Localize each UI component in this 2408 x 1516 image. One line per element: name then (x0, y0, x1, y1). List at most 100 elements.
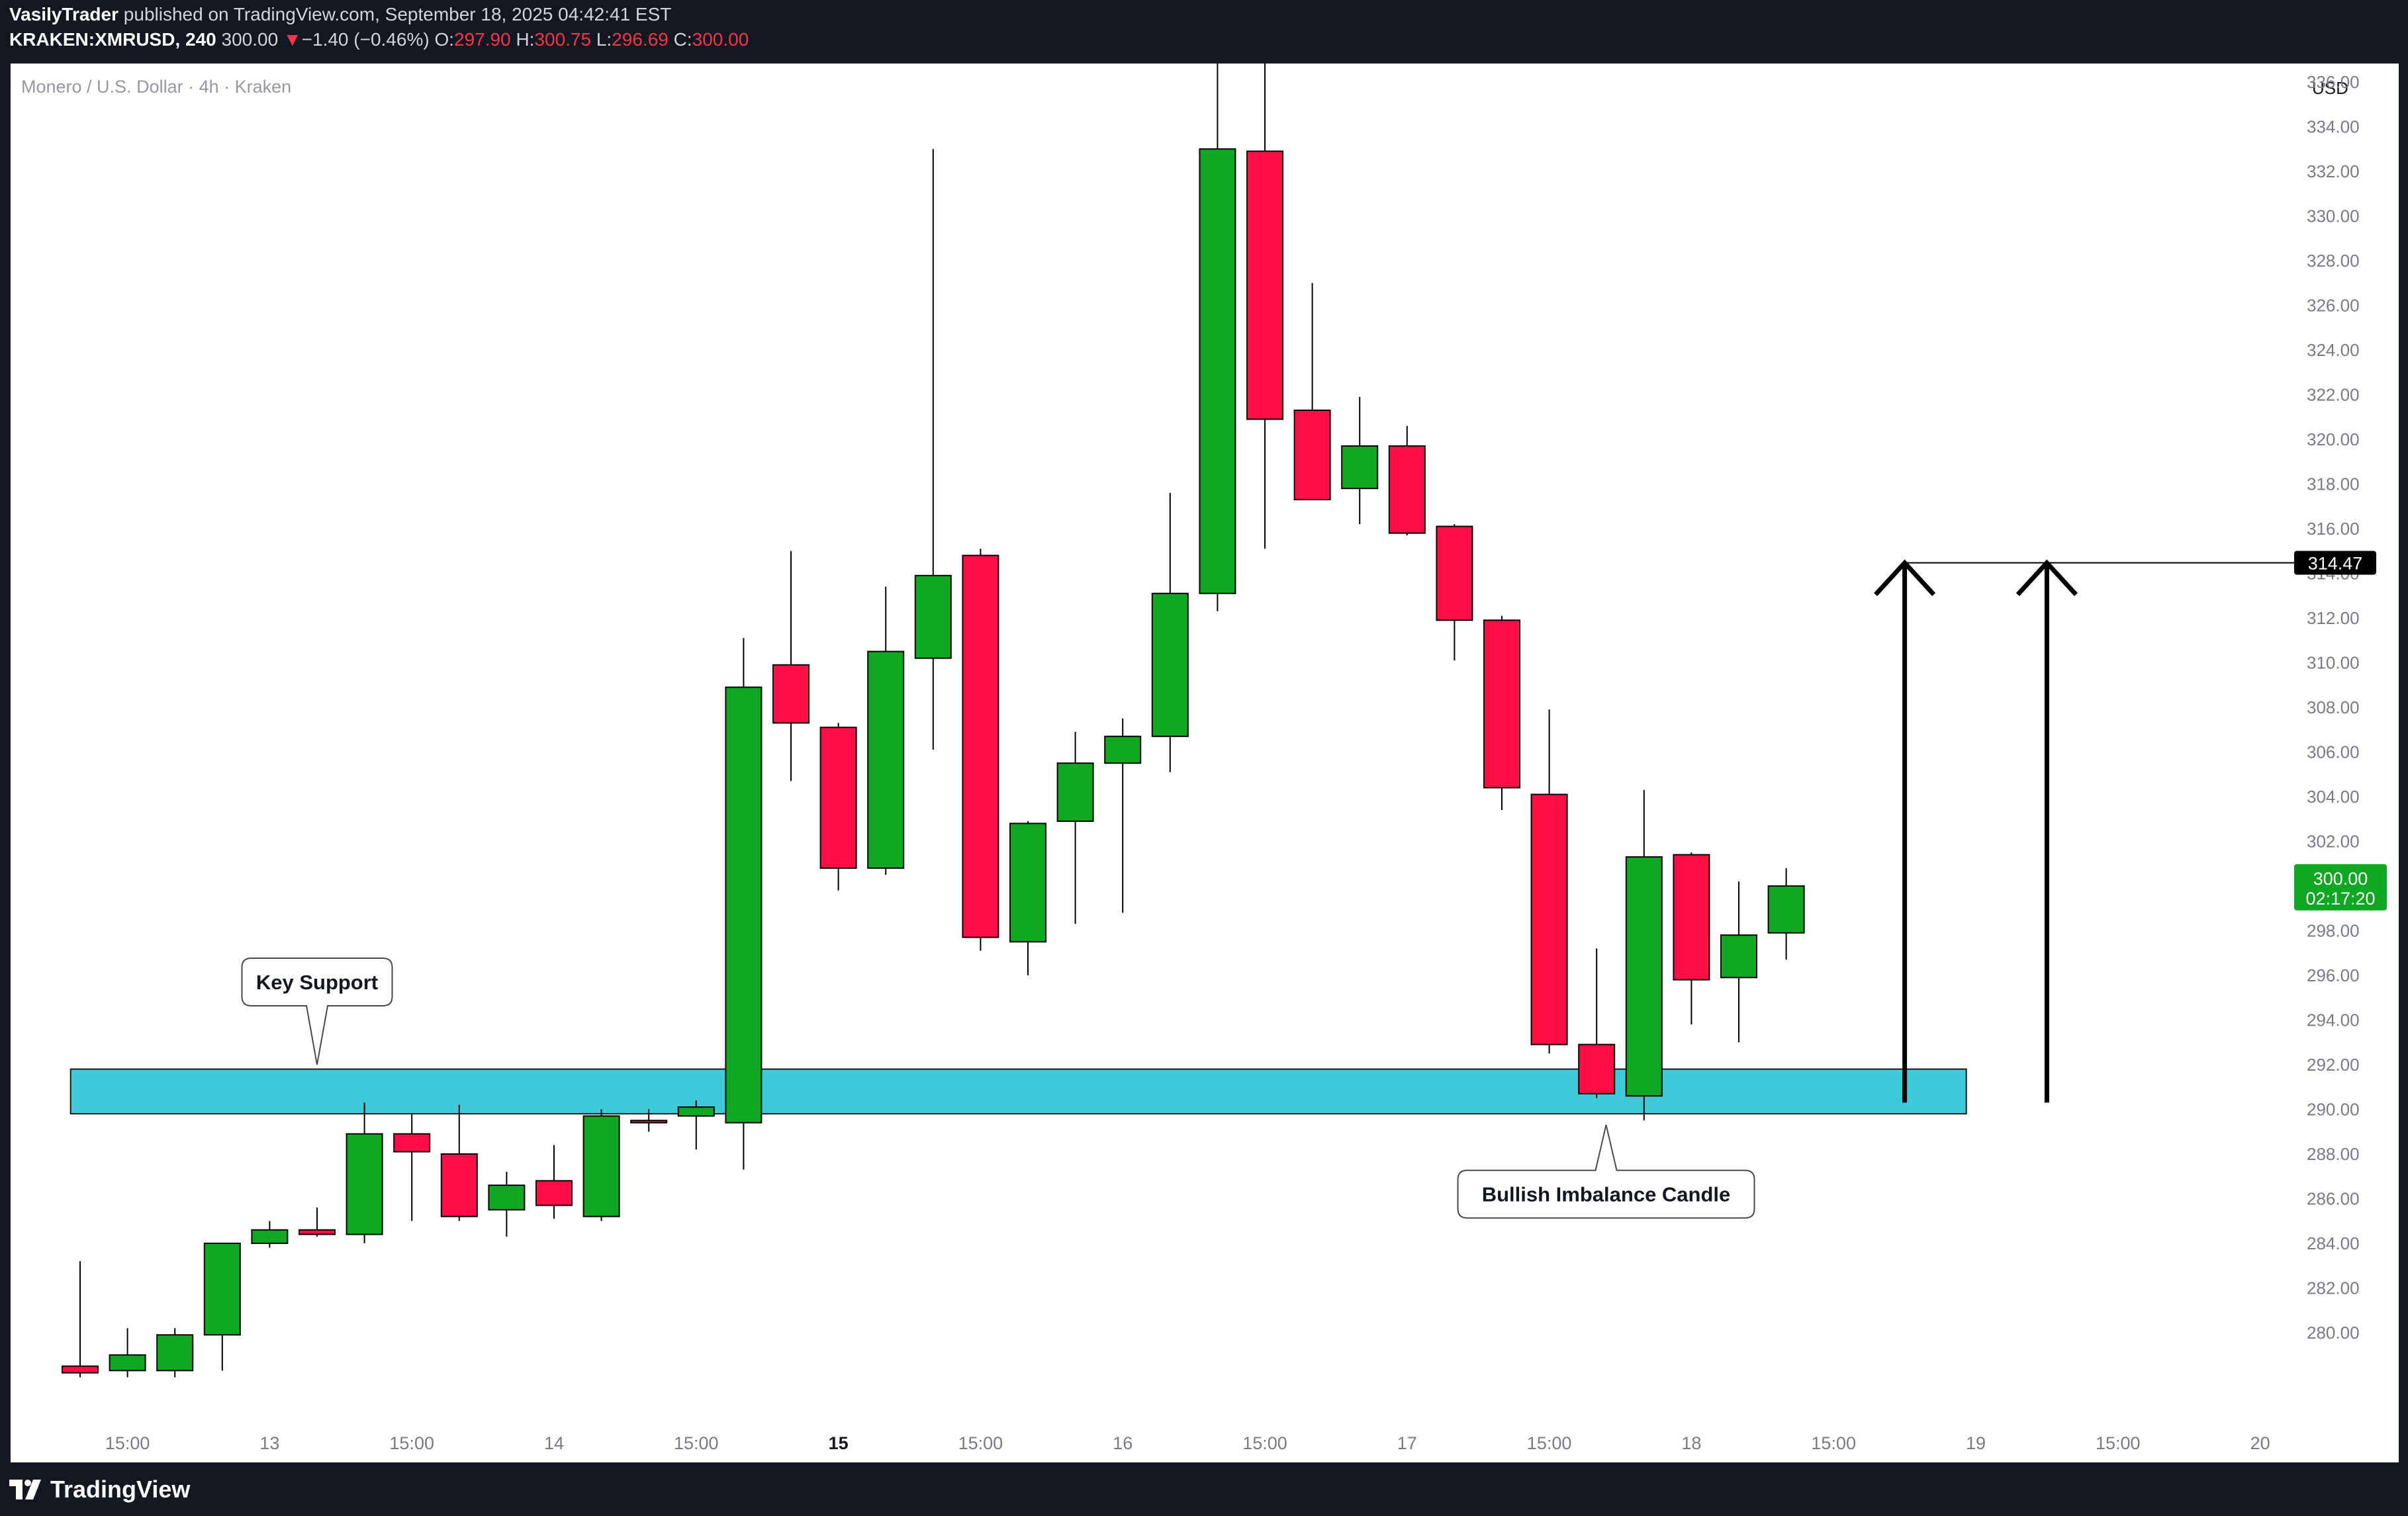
candle-body (582, 1115, 620, 1218)
x-tick-label: 13 (259, 1433, 279, 1453)
x-axis[interactable]: 15:00 13 15:00 14 15:00 15 15:00 16 15:00 17 15:00… (105, 1433, 2270, 1453)
candle[interactable] (1009, 821, 1046, 975)
annotation-callout[interactable]: Key Support (241, 958, 393, 1065)
publish-info: VasilyTrader published on TradingView.co… (9, 4, 671, 25)
candle[interactable] (488, 1171, 526, 1237)
callout-box (241, 958, 393, 1065)
candle[interactable] (346, 1102, 383, 1243)
bar-countdown: 02:17:20 (2305, 889, 2375, 909)
candle[interactable] (1056, 732, 1094, 924)
candle[interactable] (299, 1207, 336, 1237)
ohlc-line: KRAKEN:XMRUSD, 240 300.00 ▼−1.40 (−0.46%… (9, 29, 749, 50)
candle-body (109, 1354, 146, 1372)
candle[interactable] (203, 1242, 241, 1371)
author-name: VasilyTrader (9, 4, 119, 24)
x-tick-label: 15:00 (958, 1433, 1003, 1453)
candle[interactable] (1293, 283, 1331, 501)
candle-body (488, 1184, 526, 1211)
candle[interactable] (1341, 396, 1379, 525)
candle[interactable] (156, 1328, 194, 1378)
currency-label[interactable]: USD (2312, 78, 2348, 98)
y-tick-label: 284.00 (2307, 1233, 2360, 1253)
candle[interactable] (393, 1114, 431, 1222)
arrow-head (2015, 559, 2078, 596)
candle[interactable] (819, 723, 857, 891)
candle-body (1720, 934, 1757, 979)
candle-body (1436, 525, 1473, 621)
low-label: L: (596, 29, 612, 50)
y-tick-label: 308.00 (2307, 697, 2360, 717)
candles[interactable] (62, 64, 1805, 1378)
candle[interactable] (440, 1104, 478, 1222)
price-change: −1.40 (−0.46%) (301, 29, 430, 50)
candle[interactable] (1483, 615, 1520, 811)
current-price-label: 300.00 (2313, 869, 2368, 889)
candle-body (346, 1133, 383, 1235)
candle[interactable] (962, 549, 999, 951)
candle[interactable] (1767, 868, 1805, 960)
annotation-callout[interactable]: Bullish Imbalance Candle (1457, 1124, 1755, 1219)
y-tick-label: 304.00 (2307, 787, 2360, 807)
candle-body (1530, 793, 1568, 1046)
x-tick-label: 17 (1397, 1433, 1417, 1453)
y-tick-label: 312.00 (2307, 608, 2360, 628)
candle[interactable] (1246, 64, 1283, 549)
plot-area (11, 64, 2288, 1420)
y-tick-label: 310.00 (2307, 652, 2360, 672)
candle[interactable] (582, 1109, 620, 1222)
candle[interactable] (62, 1261, 99, 1378)
y-tick-label: 306.00 (2307, 742, 2360, 762)
x-tick-label: 14 (544, 1433, 564, 1453)
y-tick-label: 326.00 (2307, 295, 2360, 315)
candle[interactable] (109, 1328, 146, 1378)
y-tick-label: 290.00 (2307, 1099, 2360, 1119)
candle-body (772, 664, 810, 724)
y-tick-label: 294.00 (2307, 1010, 2360, 1030)
candle[interactable] (535, 1145, 573, 1219)
y-tick-label: 286.00 (2307, 1188, 2360, 1208)
candle[interactable] (251, 1221, 289, 1248)
chart-title: Monero / U.S. Dollar · 4h · Kraken (21, 77, 291, 97)
candle[interactable] (1625, 789, 1663, 1121)
tradingview-logo[interactable]: TradingView (9, 1476, 190, 1503)
candle[interactable] (1673, 852, 1710, 1025)
y-tick-label: 316.00 (2307, 519, 2360, 539)
y-tick-label: 318.00 (2307, 474, 2360, 494)
candle[interactable] (677, 1100, 715, 1150)
candle-body (725, 686, 763, 1124)
y-tick-label: 336.00 (2307, 72, 2360, 92)
candle-body (1293, 410, 1331, 501)
candle[interactable] (1720, 881, 1757, 1043)
support-zone-rect[interactable] (69, 1068, 1967, 1115)
candle[interactable] (867, 586, 905, 875)
drawings[interactable]: Key Support Bullish Imbalance Candle (241, 559, 2297, 1219)
candle-body (393, 1133, 431, 1153)
low-value: 296.69 (612, 29, 669, 50)
candle[interactable] (630, 1109, 668, 1132)
x-tick-label: 18 (1681, 1433, 1701, 1453)
y-tick-label: 324.00 (2307, 340, 2360, 360)
candle-body (1151, 592, 1189, 737)
candle-body (819, 727, 857, 869)
support-zone[interactable] (69, 1068, 1967, 1115)
candle-body (630, 1120, 668, 1124)
x-tick-label: 15:00 (674, 1433, 719, 1453)
y-axis[interactable]: 280.00 282.00 284.00 286.00 288.00 290.00 292.… (2307, 72, 2360, 1343)
y-tick-label: 330.00 (2307, 206, 2360, 226)
candle[interactable] (725, 638, 763, 1170)
candle[interactable] (1151, 492, 1189, 772)
candle[interactable] (1578, 948, 1616, 1098)
open-label: O: (434, 29, 455, 50)
up-arrow-icon[interactable] (2015, 559, 2078, 1103)
candle[interactable] (1436, 524, 1473, 661)
candle[interactable] (1199, 64, 1236, 611)
candle[interactable] (1388, 425, 1426, 536)
candle[interactable] (1530, 709, 1568, 1054)
candle[interactable] (1104, 718, 1142, 913)
x-tick-label: 15:00 (389, 1433, 434, 1453)
up-arrow-icon[interactable] (1874, 559, 1936, 1103)
candle[interactable] (772, 551, 810, 781)
candle[interactable] (914, 149, 952, 750)
candle-body (62, 1365, 99, 1374)
